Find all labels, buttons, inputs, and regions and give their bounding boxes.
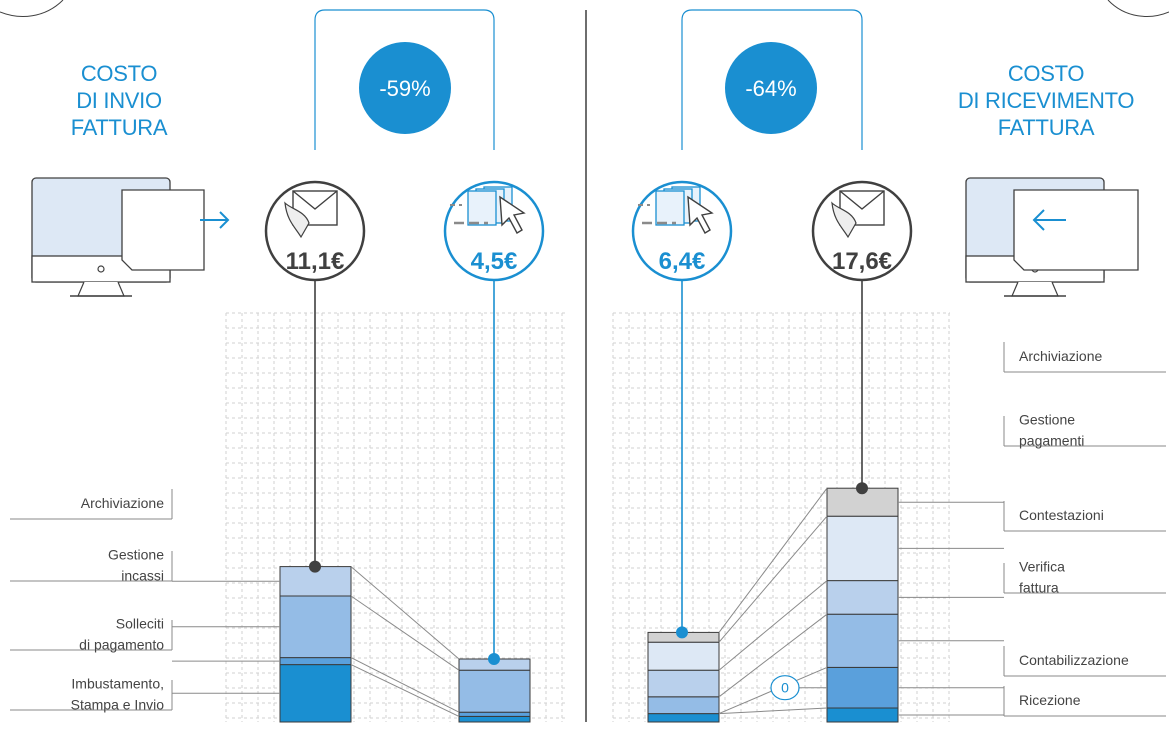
receive-arrow-head [1032, 209, 1045, 231]
component-label-archiviazione: Archiviazione [81, 495, 164, 511]
component-label-solleciti-di-pagamento: di pagamento [79, 637, 164, 653]
component-label-gestione-incassi: Gestione [108, 547, 164, 563]
right-title: COSTO DI RICEVIMENTO FATTURA [940, 60, 1152, 141]
bar-link-line [350, 664, 460, 717]
bar-segment-verifica-fattura [647, 696, 720, 715]
component-label-contestazioni: Contestazioni [1019, 507, 1104, 523]
component-label-verifica-fattura: fattura [1019, 580, 1059, 596]
bar-link-line [718, 707, 828, 715]
left-title-line2: DI INVIO [76, 88, 162, 113]
grid-left [225, 312, 565, 722]
envelope-flap [292, 190, 338, 210]
stem-dot [488, 653, 500, 665]
component-label-imbustamento-stampa-e-invio: Stampa e Invio [71, 697, 165, 713]
monitor-button [97, 265, 105, 273]
doc-sheet [655, 190, 685, 226]
cost-value-label: 4,5€ [471, 248, 518, 275]
stem-dot [856, 482, 868, 495]
monitor-send-icon [31, 177, 230, 297]
bar-segment-solleciti-di-pagamento [458, 711, 531, 717]
zero-marker-label: 0 [781, 680, 789, 696]
document [121, 189, 205, 271]
cost-value-label: 17,6€ [832, 248, 892, 275]
component-label-solleciti-di-pagamento: Solleciti [116, 616, 164, 632]
document [1013, 189, 1139, 271]
envelope-flap [839, 190, 885, 210]
component-label-gestione-pagamenti: Gestione [1019, 412, 1075, 428]
component-label-contabilizzazione: Contabilizzazione [1019, 652, 1129, 668]
bar-segment-contestazioni [826, 580, 899, 615]
bar-link-line [350, 657, 460, 713]
left-title-line1: COSTO [80, 61, 158, 86]
left-title-line3: FATTURA [70, 115, 168, 140]
reduction-badge-label: -64% [745, 76, 796, 101]
component-label-gestione-incassi: incassi [121, 568, 164, 584]
stem-dot [676, 626, 688, 639]
bar-link-line [350, 595, 460, 671]
bar-link-line [718, 580, 828, 671]
paper-envelope-icon [284, 190, 338, 239]
bar-segment-contabilizzazione [826, 666, 899, 709]
bar-segment-imbustamento-stampa-e-invio [458, 715, 531, 723]
bar-segment-verifica-fattura [826, 613, 899, 668]
bar-link-line [350, 566, 460, 660]
reduction-badge [359, 42, 451, 134]
bar-link-line [718, 487, 828, 633]
cost-value-label: 11,1€ [286, 248, 345, 275]
zero-marker [770, 675, 800, 701]
bar-segment-contestazioni [647, 669, 720, 698]
component-label-verifica-fattura: Verifica [1019, 559, 1065, 575]
digital-invoice-cursor-icon [450, 186, 526, 234]
bar-segment-gestione-pagamenti [647, 641, 720, 671]
right-title-line2: DI RICEVIMENTO [957, 88, 1135, 113]
bar-link-line [718, 613, 828, 698]
bar-segment-gestione-incassi [279, 595, 352, 659]
component-label-archiviazione: Archiviazione [1019, 348, 1102, 364]
monitor-stand [77, 281, 125, 297]
bar-segment-ricezione [647, 713, 720, 723]
paper-sheet [831, 201, 857, 239]
left-title: COSTO DI INVIO FATTURA [60, 60, 178, 141]
digital-invoice-cursor-icon [638, 186, 714, 234]
component-label-ricezione: Ricezione [1019, 692, 1081, 708]
reduction-badge-label: -59% [379, 76, 430, 101]
comparison-bracket [314, 9, 495, 150]
cursor-arrow [499, 195, 526, 234]
paper-envelope-icon [831, 190, 885, 239]
bar-segment-gestione-pagamenti [826, 515, 899, 582]
cost-value-label: 6,4€ [659, 248, 706, 275]
send-arrow-head [219, 211, 230, 229]
bar-segment-gestione-incassi [458, 669, 531, 713]
component-label-gestione-pagamenti: pagamenti [1019, 433, 1084, 449]
corner-arc-right [1107, 0, 1169, 17]
right-title-line1: COSTO [1007, 61, 1085, 86]
comparison-bracket [681, 9, 863, 150]
bar-link-line [718, 515, 828, 643]
bar-segment-ricezione [826, 707, 899, 723]
paper-sheet [284, 201, 310, 239]
component-label-imbustamento-stampa-e-invio: Imbustamento, [71, 676, 164, 692]
monitor-stand [1011, 281, 1059, 297]
stem-dot [309, 560, 321, 573]
bar-segment-solleciti-di-pagamento [279, 657, 352, 666]
monitor-receive-icon [965, 177, 1139, 297]
reduction-badge [725, 42, 817, 134]
doc-sheet [467, 190, 497, 226]
cursor-arrow [687, 195, 714, 234]
bar-segment-imbustamento-stampa-e-invio [279, 664, 352, 723]
corner-arc-left [0, 0, 64, 17]
right-title-line3: FATTURA [997, 115, 1095, 140]
